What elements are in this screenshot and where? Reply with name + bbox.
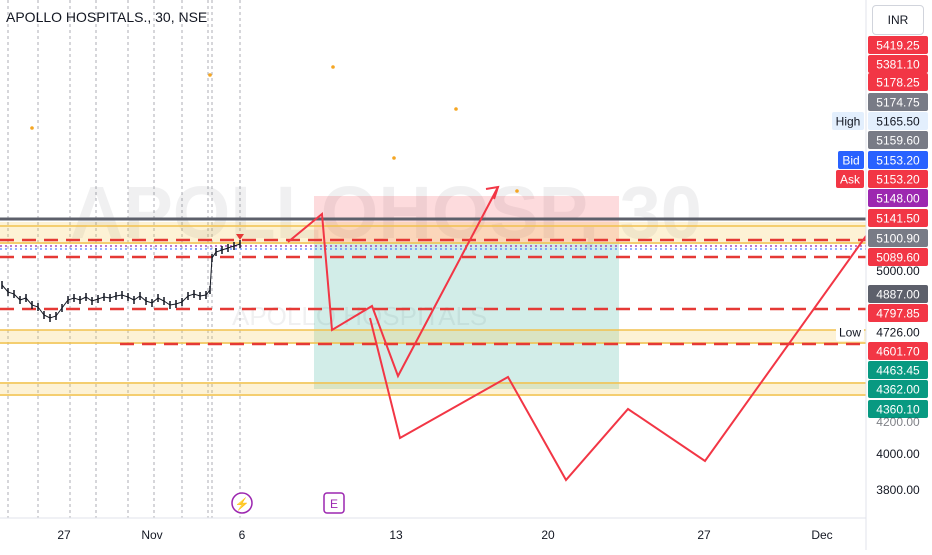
price-label-text: 5141.50 <box>876 212 920 226</box>
price-label-text: 4601.70 <box>876 345 920 359</box>
earnings-e-icon: E <box>330 497 338 511</box>
price-label-text: 5148.00 <box>876 192 920 206</box>
y-tick-label: 4200.00 <box>876 415 920 429</box>
price-tag-bid <box>838 151 864 169</box>
demand-zone-2[interactable] <box>0 382 866 396</box>
watermark-name: APOLLO HOSPITALS <box>232 301 487 331</box>
x-tick-label: 27 <box>57 528 71 542</box>
price-label-gray <box>868 131 928 149</box>
x-tick-label: 13 <box>389 528 403 542</box>
price-tag-text: Low <box>839 326 861 340</box>
price-label-text: 4797.85 <box>876 307 920 321</box>
price-label-red <box>868 73 928 91</box>
price-label-text: 5153.20 <box>876 154 920 168</box>
price-label-text: 4360.10 <box>876 403 920 417</box>
price-tag-text: High <box>836 115 861 129</box>
indicator-dot <box>392 156 396 160</box>
price-marker-icon <box>236 234 244 240</box>
price-label-green <box>868 400 928 418</box>
price-label-green <box>868 361 928 379</box>
price-tag-ask <box>836 170 864 188</box>
indicator-dot <box>30 126 34 130</box>
price-label-text: 5153.20 <box>876 173 920 187</box>
price-label-green <box>868 380 928 398</box>
indicator-dot <box>454 107 458 111</box>
supply-zone[interactable] <box>0 222 866 244</box>
price-label-text: 4887.00 <box>876 288 920 302</box>
price-label-text: 4463.45 <box>876 364 920 378</box>
lightning-icon: ⚡ <box>235 497 250 511</box>
indicator-dot <box>208 73 212 77</box>
price-label-sky <box>868 112 928 130</box>
price-label-red <box>868 170 928 188</box>
price-label-red <box>868 55 928 73</box>
price-label-blue <box>868 151 928 169</box>
x-tick-label: 6 <box>239 528 246 542</box>
symbol-title[interactable]: APOLLO HOSPITALS., 30, NSE <box>6 9 208 25</box>
price-label-gray <box>868 229 928 247</box>
y-tick-label: 5000.00 <box>876 264 920 278</box>
demand-zone-1[interactable] <box>0 330 866 344</box>
price-label-text: 4726.00 <box>876 326 920 340</box>
price-label-plain <box>868 323 928 341</box>
price-label-text: 5089.60 <box>876 251 920 265</box>
price-label-text: 5159.60 <box>876 134 920 148</box>
projection-path-bullish[interactable] <box>287 186 499 379</box>
price-label-gray <box>868 93 928 111</box>
price-label-text: 5419.25 <box>876 39 920 53</box>
price-label-text: 4362.00 <box>876 383 920 397</box>
projection-arrow-icon <box>485 185 500 200</box>
profit-target-zone[interactable] <box>314 242 619 389</box>
price-label-red <box>868 304 928 322</box>
price-tag-high <box>832 112 864 130</box>
price-label-purple <box>868 189 928 207</box>
price-tag-text: Ask <box>840 173 861 187</box>
indicator-dot <box>515 189 519 193</box>
price-label-red <box>868 248 928 266</box>
price-label-text: 5178.25 <box>876 76 920 90</box>
y-tick-label: 4000.00 <box>876 447 920 461</box>
y-tick-label: 3800.00 <box>876 483 920 497</box>
price-label-text: 5381.10 <box>876 58 920 72</box>
price-label-text: 5174.75 <box>876 96 920 110</box>
price-axis[interactable] <box>866 0 932 550</box>
x-tick-label: 20 <box>541 528 555 542</box>
x-tick-label: Dec <box>811 528 832 542</box>
projection-path-bearish[interactable] <box>369 235 867 482</box>
currency-button[interactable]: INR <box>872 5 924 35</box>
earnings-event-icon[interactable] <box>323 492 345 514</box>
price-label-text: 5165.50 <box>876 115 920 129</box>
price-label-text: 5100.90 <box>876 232 920 246</box>
indicator-dot <box>331 65 335 69</box>
price-label-red <box>868 342 928 360</box>
x-tick-label: Nov <box>141 528 162 542</box>
x-tick-label: 27 <box>697 528 711 542</box>
price-history-line <box>1 243 241 319</box>
price-label-darkgray <box>868 285 928 303</box>
price-label-red <box>868 209 928 227</box>
price-label-red <box>868 36 928 54</box>
price-tag-text: Bid <box>842 154 859 168</box>
price-tag-low <box>836 323 864 341</box>
dividend-event-icon[interactable] <box>231 492 253 514</box>
